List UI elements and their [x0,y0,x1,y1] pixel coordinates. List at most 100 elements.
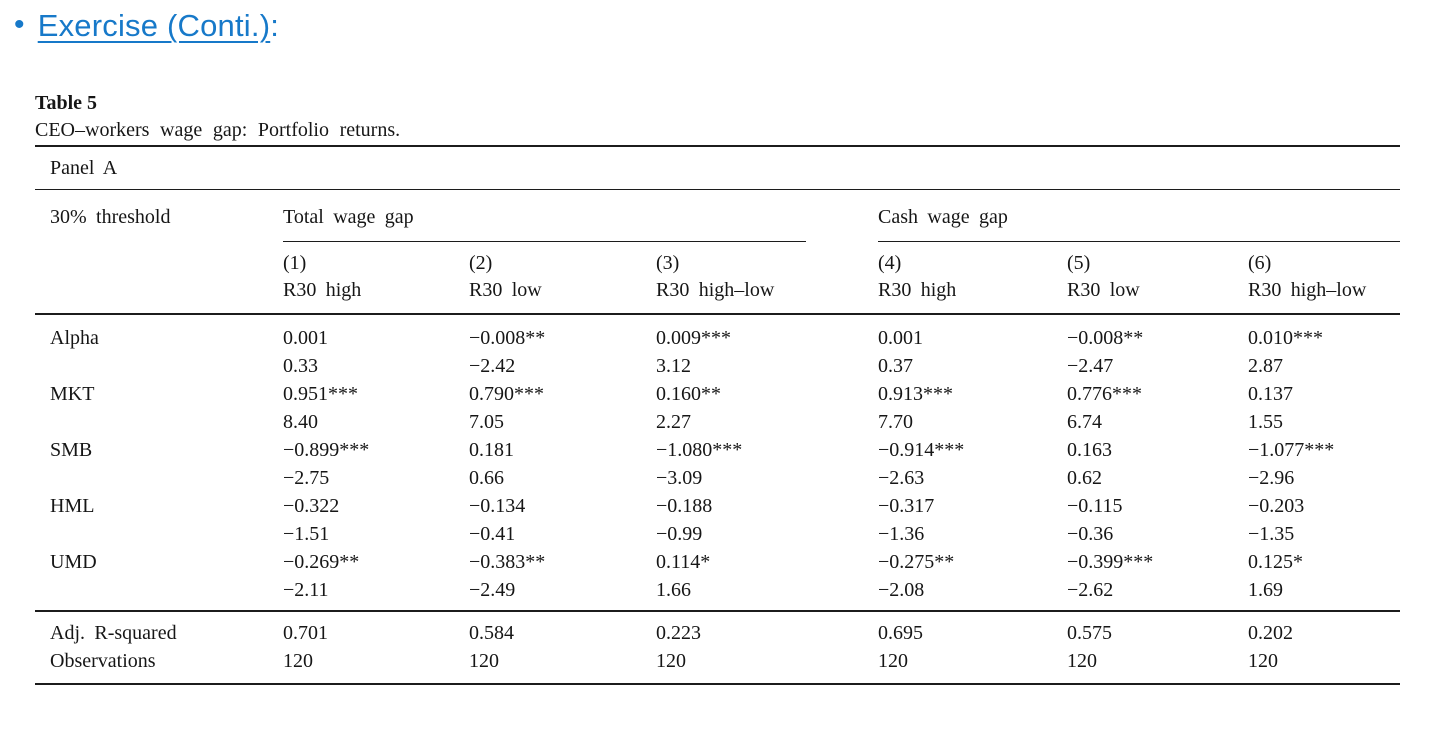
tstat-cell: 7.05 [469,411,504,433]
table5-block: Table 5 CEO–workers wage gap: Portfolio … [35,90,1401,685]
column-label: R30 low [1067,277,1248,315]
column-label: R30 high [283,277,469,315]
tstat-cell: −2.47 [1067,355,1114,377]
panel-label: Panel A [35,145,1401,190]
row-label: HML [50,495,95,517]
tstat-cell: 2.87 [1248,355,1283,377]
stats-cell: 120 [1248,647,1401,685]
tstat-cell: −1.51 [283,523,330,545]
coef-cell: 0.163 [1067,439,1112,461]
coef-cell: −0.383** [469,551,546,573]
coef-cell: 0.009*** [656,327,731,349]
tstat-cell: 0.66 [469,467,504,489]
tstat-cell: 0.37 [878,355,913,377]
slide: • Exercise (Conti.): Table 5 CEO–workers … [0,0,1430,685]
tstat-cell: 1.55 [1248,411,1283,433]
tstat-cell: −2.75 [283,467,330,489]
coef-cell: 0.790*** [469,383,544,405]
coef-cell: 0.010*** [1248,327,1323,349]
stats-cell: 0.701 [283,610,469,647]
stats-cell: 120 [878,647,1067,685]
coef-cell: −0.914*** [878,439,965,461]
stats-row: Observations 120 120 120 120 120 120 [35,647,1401,685]
table-row: UMD −0.269** −0.383** 0.114* −0.275** −0.399*… [35,548,1400,576]
tstat-cell: −1.36 [878,523,925,545]
coef-cell: −0.203 [1248,495,1305,517]
row-label-spacer [35,464,283,492]
slide-title-line: • Exercise (Conti.): [0,0,1430,44]
coef-cell: 0.001 [283,327,328,349]
coef-cell: −1.077*** [1248,439,1335,461]
group-total-wage-gap-cell: Total wage gap [283,190,878,242]
tstat-cell: −2.96 [1248,467,1295,489]
tstat-cell: 8.40 [283,411,318,433]
row-label: SMB [50,439,93,461]
coef-cell: −0.269** [283,551,360,573]
coef-cell: 0.951*** [283,383,358,405]
column-number: (2) [469,252,493,274]
coef-cell: 0.114* [656,551,711,573]
column-number: (4) [878,252,902,274]
coef-cell: −0.275** [878,551,955,573]
tstat-cell: −2.08 [878,579,925,601]
stats-label: Observations [35,647,283,685]
results-table: Panel A 30% threshold Total wage gap Cas… [35,145,1401,685]
row-label-spacer [35,352,283,380]
stats-cell: 120 [1067,647,1248,685]
stats-row: Adj. R-squared 0.701 0.584 0.223 0.695 0.575 0… [35,610,1401,647]
tstat-cell: 7.70 [878,411,913,433]
column-number: (1) [283,252,307,274]
coef-cell: 0.001 [878,327,923,349]
group-header-row: 30% threshold Total wage gap Cash wage g… [35,190,1401,242]
tstat-cell: −2.49 [469,579,516,601]
column-number: (5) [1067,252,1091,274]
table-row: Alpha 0.001 −0.008** 0.009*** 0.001 −0.008** 0… [35,314,1400,352]
stats-cell: 0.584 [469,610,656,647]
tstat-cell: −2.62 [1067,579,1114,601]
stats-cell: 120 [469,647,656,685]
coef-cell: 0.913*** [878,383,953,405]
coef-cell: −0.008** [1067,327,1144,349]
coef-cell: 0.160** [656,383,721,405]
panel-row: Panel A [35,145,1401,190]
spacer-cell [35,242,283,277]
column-number: (6) [1248,252,1272,274]
row-label-spacer [35,520,283,548]
coef-cell: −0.008** [469,327,546,349]
spacer-cell [35,277,283,315]
tstat-cell: −0.99 [656,523,703,545]
coef-cell: −0.134 [469,495,526,517]
group-total-wage-gap: Total wage gap [283,203,806,242]
row-label-spacer [35,576,283,611]
exercise-link[interactable]: Exercise (Conti.) [37,8,271,43]
coef-cell: 0.125* [1248,551,1303,573]
stats-label: Adj. R-squared [35,610,283,647]
title-colon: : [270,8,280,43]
coef-cell: −0.188 [656,495,713,517]
group-cash-wage-gap: Cash wage gap [878,203,1401,242]
table-row: HML −0.322 −0.134 −0.188 −0.317 −0.115 −0.203 [35,492,1400,520]
stats-cell: 120 [656,647,878,685]
column-number: (3) [656,252,680,274]
coef-cell: −0.399*** [1067,551,1154,573]
tstat-cell: 1.66 [656,579,691,601]
column-label: R30 high [878,277,1067,315]
coef-cell: −0.899*** [283,439,370,461]
tstat-cell: 0.33 [283,355,318,377]
coef-cell: 0.181 [469,439,514,461]
table-row: SMB −0.899*** 0.181 −1.080*** −0.914*** 0.163… [35,436,1400,464]
stats-cell: 120 [283,647,469,685]
column-number-row: (1) (2) (3) (4) (5) (6) [35,242,1400,277]
table-row-tstat: −2.75 0.66 −3.09 −2.63 0.62 −2.96 [35,464,1400,492]
coef-cell: 0.776*** [1067,383,1142,405]
row-label: Alpha [50,327,99,349]
tstat-cell: 1.69 [1248,579,1283,601]
column-label: R30 low [469,277,656,315]
tstat-cell: −0.41 [469,523,516,545]
group-cash-wage-gap-cell: Cash wage gap [878,190,1401,242]
tstat-cell: 2.27 [656,411,691,433]
tstat-cell: −0.36 [1067,523,1114,545]
table-title: Table 5 [35,92,98,114]
column-label: R30 high–low [1248,277,1401,315]
tstat-cell: −2.42 [469,355,516,377]
